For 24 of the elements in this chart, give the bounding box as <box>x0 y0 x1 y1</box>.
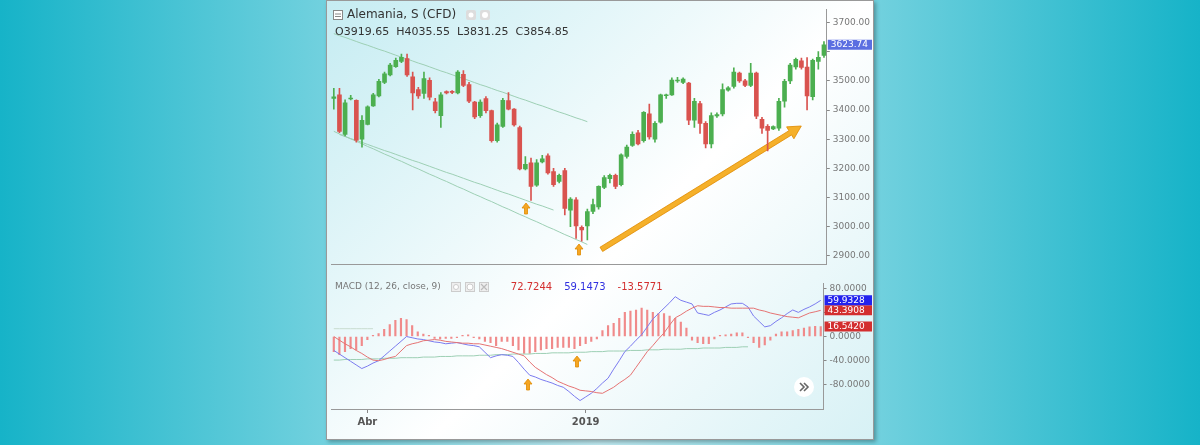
annotation: 72.7244 <box>510 280 553 292</box>
text: 3623.74 <box>830 39 869 50</box>
x-tick-label: Abr <box>357 415 378 427</box>
y-tick-label: 2900.00 <box>832 250 871 261</box>
annotation: -13.5771 <box>617 280 663 292</box>
data-label: 59.9328 <box>827 294 866 305</box>
annotation: 59.1473 <box>564 280 606 292</box>
y-tick-label: 3300.00 <box>832 133 871 144</box>
data-label: 43.3908 <box>827 304 866 315</box>
y-tick-label: -40.0000 <box>829 355 871 366</box>
y-tick-label: 3400.00 <box>832 104 871 115</box>
x-tick-label: 2019 <box>571 415 600 427</box>
y-tick-label: -80.0000 <box>829 379 871 390</box>
y-tick-label: 80.0000 <box>829 282 868 293</box>
text: 16.5420 <box>827 320 866 331</box>
y-tick-label: 3200.00 <box>832 162 871 173</box>
y-tick-label: 3100.00 <box>832 191 871 202</box>
y-tick-label: 3000.00 <box>832 221 871 232</box>
chart-title: Alemania, S (CFD) <box>347 7 457 22</box>
y-tick-label: 3500.00 <box>832 75 871 86</box>
annotation: O3919.65 H4035.55 L3831.25 C3854.85 <box>335 24 569 38</box>
chart-title: MACD (12, 26, close, 9) <box>335 281 441 292</box>
y-tick-label: 0.0000 <box>829 330 862 341</box>
y-tick-label: 3700.00 <box>832 16 871 27</box>
